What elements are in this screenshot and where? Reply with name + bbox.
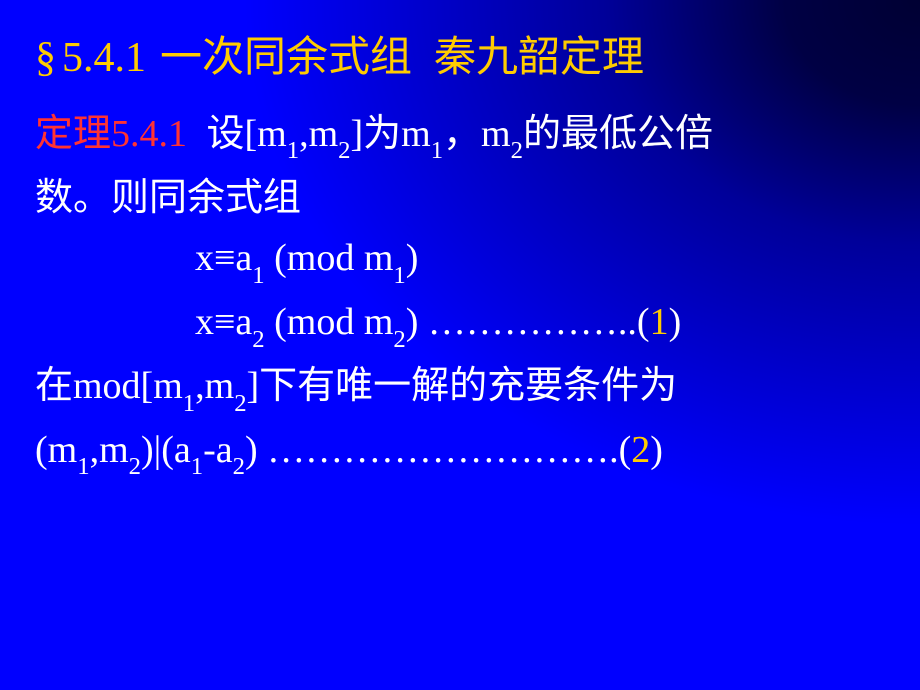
theorem-number: 5.4.1	[111, 113, 187, 155]
eq2-num: 1	[650, 301, 669, 343]
fin-f: )	[650, 429, 663, 471]
fin-sub2b: 2	[233, 453, 245, 480]
fin-d: -a	[203, 429, 233, 471]
fin-sub1: 1	[77, 453, 89, 480]
title-part1: 一次同余式组	[160, 30, 412, 87]
condition-line: 在mod[m1,m2]下有唯一解的充要条件为	[35, 357, 885, 419]
eq1-sub1b: 1	[393, 262, 405, 289]
intro-a: 设[m	[207, 113, 287, 155]
slide-container: § 5.4.1 一次同余式组 秦九韶定理 定理5.4.1 设[m1,m2]为m1…	[0, 0, 920, 690]
theorem-intro-line1: 定理5.4.1 设[m1,m2]为m1，m2的最低公倍	[35, 105, 885, 167]
equation-2: x≡a2 (mod m2) ……………..(1)	[35, 293, 885, 355]
intro-sub2: 2	[338, 137, 350, 164]
eq2-a: x≡a	[195, 301, 252, 343]
eq1-sub1: 1	[252, 262, 264, 289]
intro-d: ，m	[443, 113, 511, 155]
eq1-c: )	[406, 237, 419, 279]
eq1-a: x≡a	[195, 237, 252, 279]
eq2-sub2: 2	[252, 326, 264, 353]
line2-text: 数。则同余式组	[35, 177, 301, 219]
eq2-sub2b: 2	[393, 326, 405, 353]
fin-sub2: 2	[129, 453, 141, 480]
final-line: (m1,m2)|(a1-a2) ……………………….(2)	[35, 421, 885, 483]
fin-b: ,m	[90, 429, 129, 471]
theorem-label: 定理	[35, 113, 111, 155]
cond-b: ,m	[195, 365, 234, 407]
intro-sub2b: 2	[511, 137, 523, 164]
eq2-c: ) ……………..(	[406, 301, 650, 343]
intro-b: ,m	[299, 113, 338, 155]
section-number: 5.4.1	[62, 30, 146, 87]
eq1-b: (mod m	[265, 237, 394, 279]
fin-sub1b: 1	[191, 453, 203, 480]
title-part2: 秦九韶定理	[434, 30, 644, 87]
cond-sub1: 1	[183, 390, 195, 417]
fin-num: 2	[631, 429, 650, 471]
fin-a: (m	[35, 429, 77, 471]
slide-body: 定理5.4.1 设[m1,m2]为m1，m2的最低公倍 数。则同余式组 x≡a1…	[35, 105, 885, 483]
intro-c: ]为m	[350, 113, 430, 155]
theorem-intro-line2: 数。则同余式组	[35, 169, 885, 228]
section-mark: §	[35, 30, 56, 87]
slide-title: § 5.4.1 一次同余式组 秦九韶定理	[35, 30, 885, 87]
fin-e: ) ……………………….(	[245, 429, 631, 471]
intro-e: 的最低公倍	[523, 113, 713, 155]
intro-sub1b: 1	[431, 137, 443, 164]
eq2-b: (mod m	[265, 301, 394, 343]
intro-sub1: 1	[287, 137, 299, 164]
cond-c: ]下有唯一解的充要条件为	[247, 365, 678, 407]
fin-c: )|(a	[141, 429, 191, 471]
cond-sub2: 2	[234, 390, 246, 417]
cond-a: 在mod[m	[35, 365, 183, 407]
eq2-d: )	[669, 301, 682, 343]
equation-1: x≡a1 (mod m1)	[35, 229, 885, 291]
